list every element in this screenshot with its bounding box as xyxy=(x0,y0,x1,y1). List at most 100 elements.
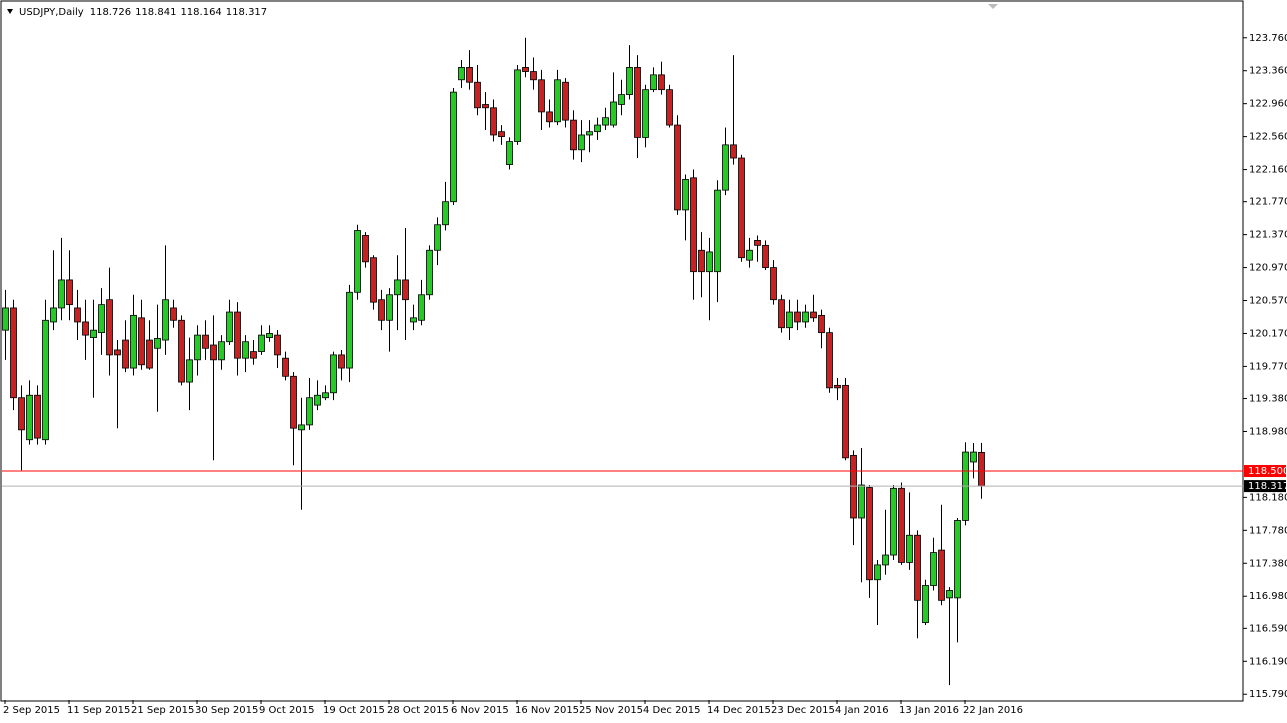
x-tick-label: 4 Jan 2016 xyxy=(835,705,889,716)
candle-body xyxy=(578,134,585,151)
candle-body xyxy=(250,351,257,359)
price-label-box xyxy=(1244,480,1286,493)
candle-body xyxy=(18,397,25,431)
candle-body xyxy=(482,104,489,109)
candle-body xyxy=(410,317,417,323)
x-tick-label: 13 Jan 2016 xyxy=(899,705,959,716)
candle-body xyxy=(802,311,809,323)
candle-body xyxy=(346,291,353,369)
y-tick-label: 123.360 xyxy=(1249,66,1287,77)
candle-body xyxy=(770,267,777,301)
candle-body xyxy=(10,307,17,399)
x-tick-label: 25 Nov 2015 xyxy=(579,705,643,716)
candle-body xyxy=(2,307,9,331)
x-tick-label: 16 Nov 2015 xyxy=(515,705,579,716)
candle-body xyxy=(666,89,673,126)
candle-body xyxy=(786,311,793,329)
x-tick-label: 19 Oct 2015 xyxy=(323,705,385,716)
x-tick-label: 9 Oct 2015 xyxy=(259,705,314,716)
y-tick-label: 122.160 xyxy=(1249,165,1287,176)
candle-body xyxy=(266,333,273,338)
candle-body xyxy=(762,244,769,268)
candle-body xyxy=(466,67,473,83)
y-tick-label: 118.180 xyxy=(1249,492,1287,503)
candle-body xyxy=(522,67,529,72)
y-tick-label: 118.980 xyxy=(1249,426,1287,437)
candle-body xyxy=(330,354,337,394)
candle-body xyxy=(154,338,161,349)
candle-body xyxy=(874,564,881,581)
candle-body xyxy=(746,249,753,261)
candle-body xyxy=(650,74,657,91)
candle-body xyxy=(234,311,241,359)
candle-body xyxy=(946,590,953,599)
candle-body xyxy=(114,349,121,356)
candle-body xyxy=(658,74,665,91)
x-tick-label: 14 Dec 2015 xyxy=(707,705,771,716)
candle-body xyxy=(642,89,649,138)
y-tick-label: 116.190 xyxy=(1249,656,1287,667)
candle-body xyxy=(602,117,609,126)
candle-body xyxy=(338,354,345,369)
candle-body xyxy=(394,279,401,296)
candle-body xyxy=(826,332,833,389)
candle-body xyxy=(610,101,617,126)
candle-body xyxy=(754,239,761,246)
header-close: 118.317 xyxy=(226,7,267,18)
level-label: 118.500 xyxy=(1248,466,1287,477)
candle-body xyxy=(314,394,321,406)
candle-body xyxy=(682,179,689,211)
candle-body xyxy=(738,157,745,259)
candle-body xyxy=(890,487,897,556)
candle-body xyxy=(490,107,497,136)
candle-body xyxy=(194,334,201,361)
plot-frame xyxy=(0,0,1244,702)
y-tick-label: 120.970 xyxy=(1249,263,1287,274)
x-tick-label: 11 Sep 2015 xyxy=(67,705,130,716)
candle-body xyxy=(706,251,713,273)
candle-body xyxy=(506,141,513,166)
candle-body xyxy=(274,334,281,356)
candle-body xyxy=(866,487,873,581)
y-tick-label: 122.960 xyxy=(1249,99,1287,110)
candle-body xyxy=(130,314,137,369)
candle-body xyxy=(370,257,377,303)
candle-body xyxy=(714,189,721,273)
candle-body xyxy=(794,311,801,323)
candle-body xyxy=(226,311,233,343)
level-label-box xyxy=(1244,465,1286,478)
candle-body xyxy=(458,67,465,81)
candle-body xyxy=(434,224,441,251)
x-tick-label: 23 Dec 2015 xyxy=(771,705,835,716)
y-tick-label: 123.760 xyxy=(1249,33,1287,44)
y-tick-label: 121.770 xyxy=(1249,197,1287,208)
candle-body xyxy=(634,67,641,138)
candle-body xyxy=(426,249,433,296)
header-low: 118.164 xyxy=(180,7,221,18)
candle-body xyxy=(186,359,193,383)
y-tick-label: 116.980 xyxy=(1249,591,1287,602)
candle-body xyxy=(282,357,289,377)
candle-body xyxy=(810,311,817,319)
x-tick-label: 28 Oct 2015 xyxy=(387,705,449,716)
shift-marker xyxy=(988,4,998,9)
header-open: 118.726 xyxy=(90,7,131,18)
candle-body xyxy=(146,339,153,369)
candle-body xyxy=(210,344,217,361)
candle-body xyxy=(922,585,929,623)
candle-body xyxy=(82,321,89,336)
candle-body xyxy=(778,299,785,329)
candle-body xyxy=(530,71,537,81)
header: USDJPY,Daily 118.726 118.841 118.164 118.317 xyxy=(19,7,267,18)
candle-body xyxy=(818,314,825,334)
y-tick-label: 115.790 xyxy=(1249,689,1287,700)
candle-body xyxy=(930,552,937,586)
candle-body xyxy=(722,144,729,191)
candle-body xyxy=(402,279,409,301)
y-tick-label: 119.380 xyxy=(1249,394,1287,405)
x-tick-label: 30 Sep 2015 xyxy=(195,705,258,716)
candle-body xyxy=(618,94,625,105)
candle-body xyxy=(218,341,225,361)
y-tick-label: 119.770 xyxy=(1249,361,1287,372)
candle-body xyxy=(586,131,593,136)
